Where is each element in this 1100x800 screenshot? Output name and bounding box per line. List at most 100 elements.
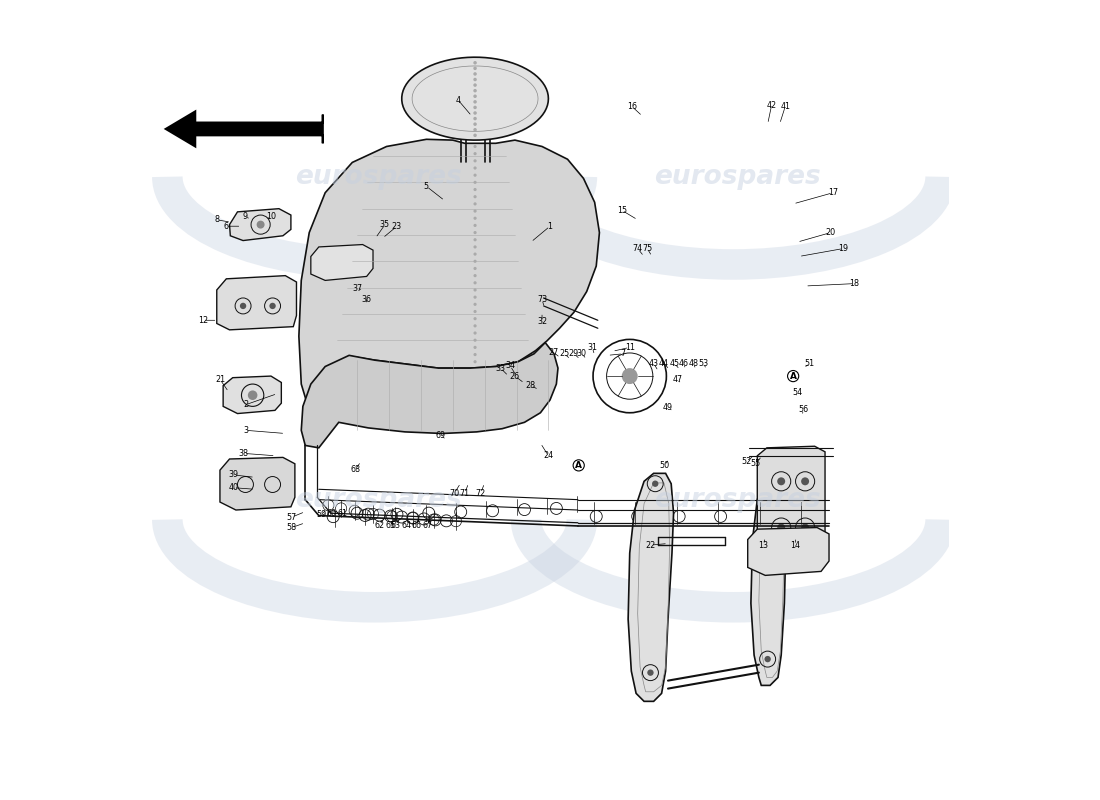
- Circle shape: [473, 134, 476, 137]
- Text: 65: 65: [385, 521, 396, 530]
- Circle shape: [473, 310, 476, 313]
- Circle shape: [473, 128, 476, 131]
- Text: 18: 18: [849, 279, 859, 288]
- Circle shape: [801, 523, 810, 531]
- Circle shape: [473, 122, 476, 126]
- Circle shape: [473, 195, 476, 198]
- Circle shape: [473, 66, 476, 70]
- Polygon shape: [166, 111, 322, 146]
- Text: 44: 44: [659, 359, 669, 368]
- Polygon shape: [402, 58, 549, 140]
- Circle shape: [473, 295, 476, 298]
- Text: 62: 62: [374, 521, 385, 530]
- Text: 14: 14: [791, 541, 801, 550]
- Text: eurospares: eurospares: [295, 486, 462, 513]
- Circle shape: [473, 117, 476, 120]
- Text: 6: 6: [223, 222, 228, 230]
- Circle shape: [473, 253, 476, 256]
- Text: 73: 73: [537, 295, 547, 304]
- Text: 41: 41: [780, 102, 790, 111]
- Circle shape: [473, 324, 476, 327]
- Text: 36: 36: [362, 295, 372, 304]
- Text: 55: 55: [750, 459, 761, 468]
- Circle shape: [778, 478, 785, 486]
- Text: 3: 3: [243, 426, 248, 434]
- Text: 20: 20: [826, 228, 836, 237]
- Circle shape: [473, 338, 476, 342]
- Circle shape: [473, 353, 476, 356]
- Text: 72: 72: [475, 489, 486, 498]
- Text: 42: 42: [767, 101, 777, 110]
- Polygon shape: [220, 458, 295, 510]
- Circle shape: [473, 111, 476, 114]
- Circle shape: [473, 89, 476, 93]
- Circle shape: [473, 188, 476, 191]
- Text: 63: 63: [390, 521, 400, 530]
- Circle shape: [473, 238, 476, 242]
- Circle shape: [473, 152, 476, 155]
- Polygon shape: [311, 245, 373, 281]
- Text: 26: 26: [510, 371, 520, 381]
- Text: 7: 7: [620, 350, 626, 358]
- Circle shape: [647, 670, 653, 676]
- Circle shape: [473, 202, 476, 206]
- Text: 50: 50: [659, 461, 669, 470]
- Circle shape: [473, 267, 476, 270]
- Polygon shape: [748, 527, 829, 575]
- Circle shape: [473, 174, 476, 177]
- Text: 19: 19: [838, 244, 848, 253]
- Circle shape: [473, 360, 476, 363]
- Text: 5: 5: [424, 182, 429, 191]
- Polygon shape: [299, 139, 600, 432]
- Text: 38: 38: [239, 449, 249, 458]
- Text: 47: 47: [672, 374, 683, 384]
- Polygon shape: [757, 446, 825, 563]
- Polygon shape: [223, 376, 282, 414]
- Text: 30: 30: [576, 350, 587, 358]
- Text: 54: 54: [792, 387, 802, 397]
- Circle shape: [652, 481, 659, 487]
- Polygon shape: [230, 209, 290, 241]
- Text: 40: 40: [229, 483, 239, 492]
- Polygon shape: [628, 474, 673, 702]
- Circle shape: [473, 100, 476, 103]
- Circle shape: [473, 159, 476, 162]
- Circle shape: [473, 145, 476, 148]
- Text: 51: 51: [805, 359, 815, 368]
- Text: 68: 68: [351, 465, 361, 474]
- Circle shape: [473, 83, 476, 87]
- Text: 33: 33: [496, 364, 506, 373]
- Text: 31: 31: [587, 343, 597, 352]
- Text: A: A: [575, 461, 582, 470]
- Circle shape: [473, 217, 476, 220]
- Circle shape: [621, 368, 638, 384]
- Circle shape: [473, 246, 476, 249]
- Polygon shape: [301, 342, 558, 448]
- Circle shape: [473, 274, 476, 278]
- Text: 28: 28: [526, 381, 536, 390]
- Text: 57: 57: [287, 513, 297, 522]
- Text: 52: 52: [741, 457, 751, 466]
- Text: 21: 21: [214, 374, 225, 384]
- Circle shape: [473, 302, 476, 306]
- Polygon shape: [751, 472, 786, 686]
- Text: 4: 4: [455, 96, 461, 105]
- Text: eurospares: eurospares: [654, 486, 821, 513]
- Text: 74: 74: [632, 244, 642, 253]
- Text: 59: 59: [316, 510, 327, 519]
- Text: 11: 11: [625, 343, 635, 352]
- Text: eurospares: eurospares: [654, 164, 821, 190]
- Circle shape: [473, 61, 476, 65]
- Circle shape: [473, 72, 476, 76]
- Text: 8: 8: [214, 215, 219, 224]
- Circle shape: [270, 302, 276, 309]
- Text: 29: 29: [569, 350, 579, 358]
- Circle shape: [473, 231, 476, 234]
- Text: 15: 15: [617, 206, 627, 214]
- Circle shape: [473, 282, 476, 285]
- Text: 71: 71: [460, 489, 470, 498]
- Text: 39: 39: [229, 470, 239, 479]
- Text: 46: 46: [679, 359, 689, 368]
- Text: 10: 10: [266, 212, 276, 221]
- Circle shape: [473, 106, 476, 109]
